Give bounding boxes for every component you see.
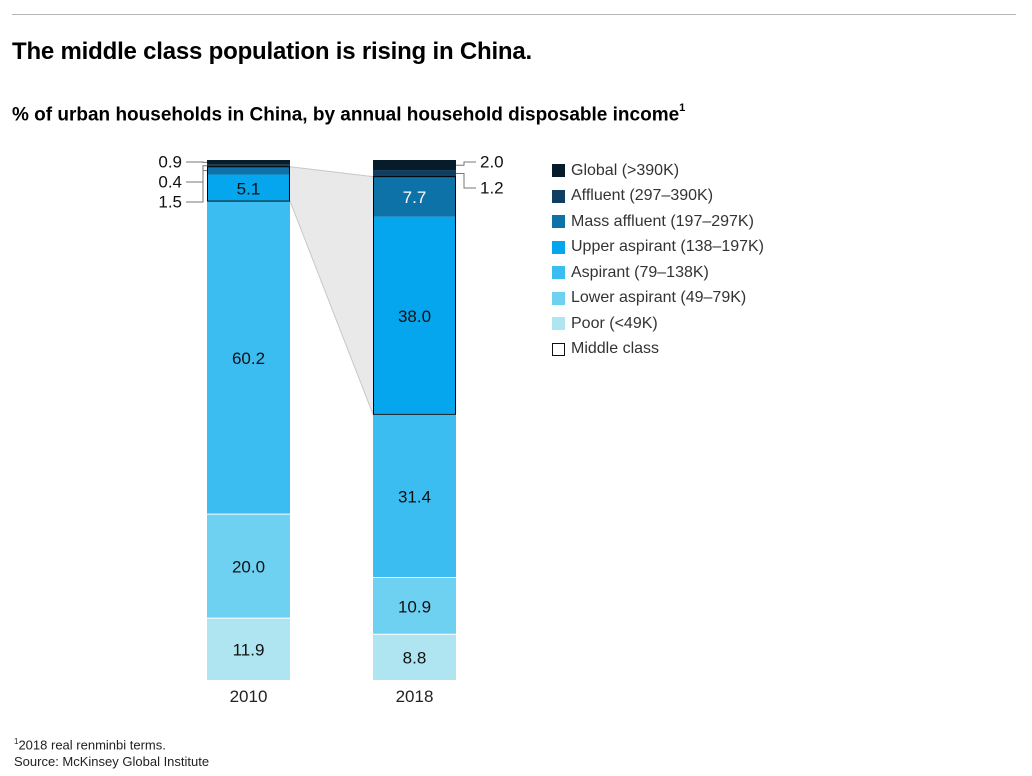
bar-segment-2010-3 <box>207 174 290 202</box>
x-tick-label-2010: 2010 <box>230 687 268 706</box>
middle-class-box-2018 <box>373 176 456 415</box>
bar-segment-2018-6 <box>373 160 456 171</box>
legend-item: Affluent (297–390K) <box>552 184 764 210</box>
outside-label-2018-5: 1.2 <box>480 179 504 198</box>
bar-segment-2018-3 <box>373 216 456 415</box>
connector-line-top <box>289 166 374 178</box>
outside-label-2018-6: 2.0 <box>480 153 504 172</box>
bar-segment-2018-2 <box>373 414 456 578</box>
legend-label: Poor (<49K) <box>571 314 658 332</box>
x-tick-label-2018: 2018 <box>396 687 434 706</box>
footnote-source: Source: McKinsey Global Institute <box>14 754 210 770</box>
subtitle-text: % of urban households in China, by annua… <box>12 104 680 126</box>
connector-line-bottom <box>289 200 374 415</box>
chart-title: The middle class population is rising in… <box>12 38 533 65</box>
data-label-2018-2: 31.4 <box>398 487 431 506</box>
leader-line-2010-5 <box>186 165 207 183</box>
data-label-2010-3: 5.1 <box>237 179 261 198</box>
legend-item: Poor (<49K) <box>552 311 764 337</box>
legend-swatch <box>552 291 565 305</box>
outside-label-2010-4: 1.5 <box>158 193 182 212</box>
bar-segment-2010-5 <box>207 164 290 167</box>
outside-label-2010-5: 0.4 <box>158 173 182 192</box>
legend-swatch <box>552 164 565 178</box>
middle-class-connector <box>290 166 373 415</box>
data-label-2018-4: 7.7 <box>403 188 427 207</box>
bar-segment-2018-0 <box>373 634 456 680</box>
bar-segment-2010-6 <box>207 160 290 165</box>
bar-segment-2010-0 <box>207 618 290 680</box>
leader-line-2010-4 <box>186 170 207 203</box>
legend-item: Middle class <box>552 337 764 363</box>
data-label-2018-0: 8.8 <box>403 649 427 668</box>
legend-label: Upper aspirant (138–197K) <box>571 238 765 256</box>
legend-swatch <box>552 240 565 254</box>
data-label-2018-3: 38.0 <box>398 307 431 326</box>
data-label-2010-0: 11.9 <box>233 641 265 660</box>
outside-label-2010-6: 0.9 <box>158 153 182 172</box>
top-rule <box>12 14 1016 15</box>
legend-label: Global (>390K) <box>571 161 680 179</box>
data-label-2010-2: 60.2 <box>232 349 265 368</box>
legend-item: Mass affluent (197–297K) <box>552 209 764 235</box>
legend: Global (>390K) Affluent (297–390K) Mass af… <box>552 158 764 362</box>
bar-segment-2010-1 <box>207 514 290 619</box>
legend-swatch <box>552 317 565 331</box>
middle-class-box-2010 <box>207 166 290 202</box>
subtitle-footnote-marker: 1 <box>679 102 686 114</box>
bar-segment-2018-1 <box>373 577 456 635</box>
legend-item: Global (>390K) <box>552 158 764 184</box>
chart-subtitle: % of urban households in China, by annua… <box>12 102 686 126</box>
legend-swatch <box>552 266 565 280</box>
leader-line-2018-5 <box>456 173 476 189</box>
legend-swatch <box>552 342 565 356</box>
bar-segment-2010-2 <box>207 201 290 515</box>
legend-label: Affluent (297–390K) <box>571 187 714 205</box>
leader-line-2018-6 <box>456 161 476 166</box>
legend-item: Aspirant (79–138K) <box>552 260 764 286</box>
legend-label: Lower aspirant (49–79K) <box>571 289 747 307</box>
data-label-2018-1: 10.9 <box>398 597 431 616</box>
legend-label: Aspirant (79–138K) <box>571 263 709 281</box>
legend-swatch <box>552 189 565 203</box>
footnote-marker: 1 <box>14 737 19 746</box>
legend-item: Lower aspirant (49–79K) <box>552 286 764 312</box>
legend-item: Upper aspirant (138–197K) <box>552 235 764 261</box>
bar-segment-2018-5 <box>373 170 456 177</box>
data-label-2010-1: 20.0 <box>232 558 265 577</box>
bar-segment-2018-4 <box>373 176 456 217</box>
legend-swatch <box>552 215 565 229</box>
legend-label: Middle class <box>571 340 660 358</box>
legend-label: Mass affluent (197–297K) <box>571 212 754 230</box>
footnote-note: 12018 real renminbi terms. <box>14 733 209 753</box>
footnote: 12018 real renminbi terms. Source: McKin… <box>14 733 209 770</box>
bar-segment-2010-4 <box>207 166 290 175</box>
footnote-note-text: 2018 real renminbi terms. <box>18 737 166 753</box>
